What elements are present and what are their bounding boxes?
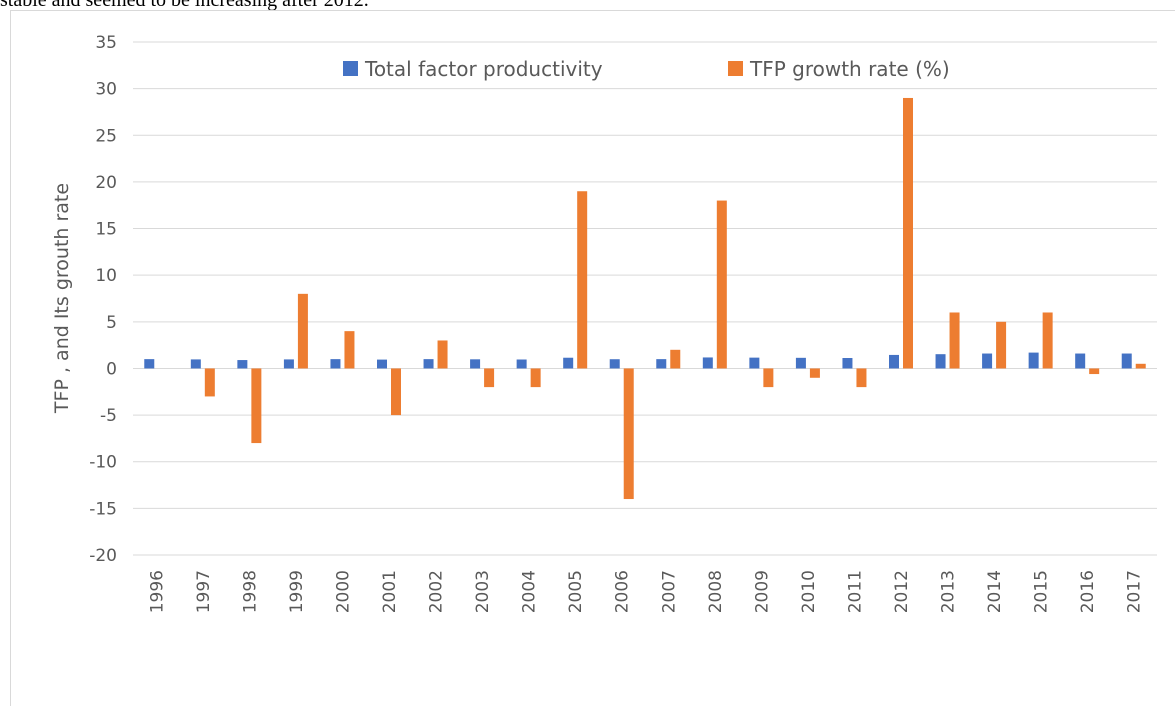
y-tick-label: -10: [89, 453, 117, 473]
bar: [423, 359, 434, 369]
y-tick-label: 25: [95, 126, 117, 146]
bar: [391, 368, 401, 416]
x-tick-label: 2006: [613, 570, 633, 613]
legend-swatch: [728, 61, 743, 76]
bar: [330, 359, 341, 369]
x-tick-label: 2008: [706, 570, 726, 613]
bar: [1042, 312, 1053, 369]
bar: [144, 359, 155, 369]
y-tick-label: 10: [95, 266, 117, 286]
bar: [949, 312, 960, 369]
bar: [702, 357, 713, 369]
bar: [842, 358, 853, 369]
bar: [190, 359, 201, 369]
x-tick-label: 2013: [939, 570, 959, 613]
bar: [283, 359, 294, 369]
bar: [856, 368, 867, 388]
x-tick-label: 2010: [799, 570, 819, 613]
x-tick-label: 2011: [845, 570, 865, 613]
bar: [251, 368, 262, 444]
bar: [297, 293, 308, 369]
x-tick-label: 2004: [520, 570, 540, 613]
bar: [716, 200, 727, 369]
bar: [1075, 353, 1086, 369]
y-tick-label: 30: [95, 80, 117, 100]
bar: [470, 359, 481, 369]
bar: [935, 354, 946, 369]
bar: [1121, 353, 1132, 369]
document-text: stable and seemed to be increasing after…: [0, 0, 369, 11]
legend-label: TFP growth rate (%): [749, 57, 950, 81]
x-tick-label: 2005: [566, 570, 586, 613]
y-tick-label: 20: [95, 173, 117, 193]
x-tick-label: 2000: [333, 570, 353, 613]
bar: [516, 359, 527, 369]
x-tick-label: 1999: [287, 570, 307, 613]
bar: [237, 360, 248, 369]
y-tick-label: 35: [95, 33, 117, 53]
bar: [577, 191, 588, 369]
bar: [530, 368, 541, 388]
bar: [749, 357, 760, 369]
bar: [889, 354, 899, 369]
bar: [903, 97, 913, 369]
chart-frame: [10, 10, 1175, 706]
bar: [377, 359, 387, 369]
x-tick-label: 1998: [240, 570, 260, 613]
y-tick-label: -20: [89, 546, 117, 566]
x-tick-label: 2017: [1125, 570, 1145, 613]
y-axis-label: TFP , and Its grouth rate: [51, 183, 73, 414]
x-tick-label: 2001: [380, 570, 400, 613]
bar: [763, 368, 774, 388]
bar: [609, 359, 620, 369]
bar: [437, 340, 448, 369]
bar: [809, 368, 820, 378]
legend-swatch: [343, 61, 358, 76]
bar: [484, 368, 495, 388]
y-tick-label: -15: [89, 499, 117, 519]
x-tick-label: 2014: [985, 570, 1005, 613]
bar: [1089, 368, 1100, 375]
x-tick-label: 2016: [1078, 570, 1098, 613]
bar: [1135, 363, 1146, 369]
bar: [204, 368, 215, 397]
bar: [795, 357, 806, 369]
x-tick-label: 2003: [473, 570, 493, 613]
y-tick-label: 0: [106, 359, 117, 379]
bar: [656, 359, 667, 369]
bar: [670, 349, 681, 369]
bar: [344, 331, 355, 369]
x-tick-label: 2002: [427, 570, 447, 613]
bar: [1028, 352, 1039, 369]
x-tick-label: 2009: [752, 570, 772, 613]
bar: [623, 368, 634, 500]
legend-label: Total factor productivity: [364, 57, 603, 81]
y-tick-label: 5: [106, 313, 117, 333]
y-tick-label: 15: [95, 220, 117, 240]
y-tick-label: -5: [100, 406, 117, 426]
x-tick-label: 2007: [659, 570, 679, 613]
bar: [982, 353, 993, 369]
bar: [996, 321, 1007, 369]
x-tick-label: 2015: [1032, 570, 1052, 613]
bar: [563, 357, 574, 369]
x-tick-label: 1997: [194, 570, 214, 613]
x-tick-label: 2012: [892, 570, 912, 613]
x-tick-label: 1996: [147, 570, 167, 613]
